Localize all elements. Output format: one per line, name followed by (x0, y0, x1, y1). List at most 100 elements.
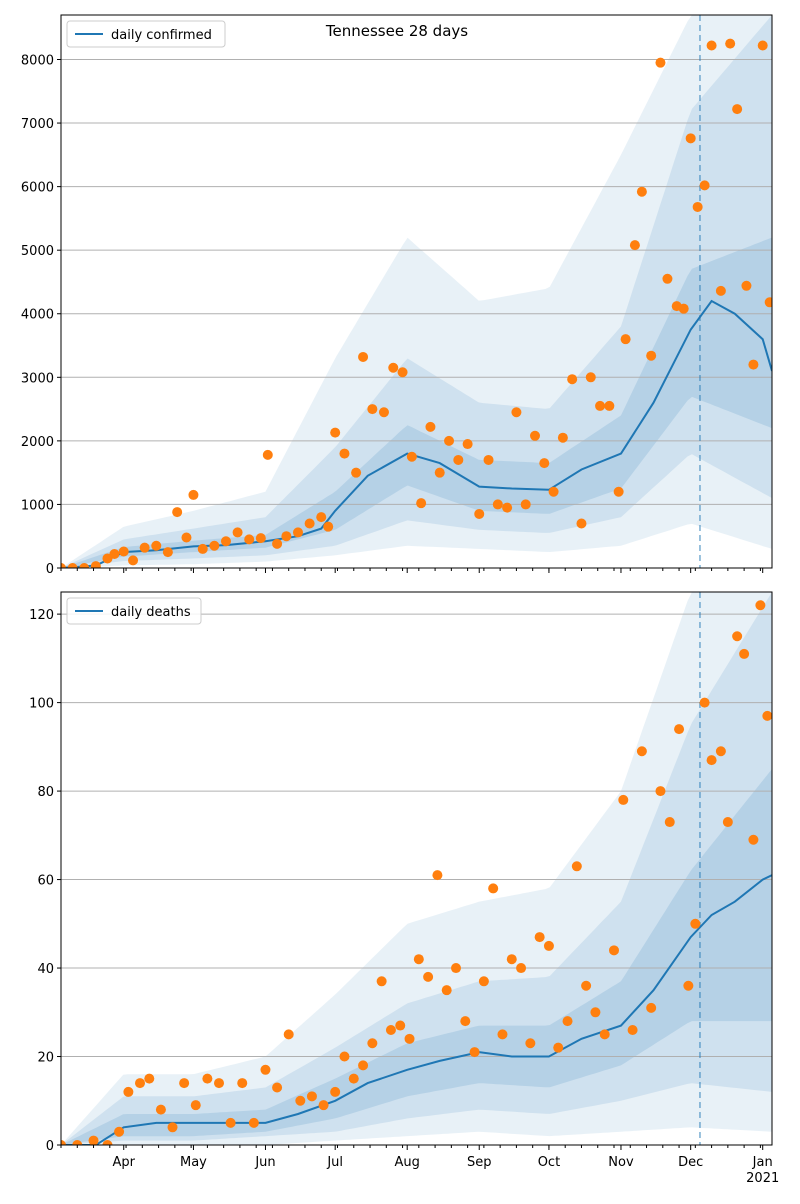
data-point (497, 1029, 508, 1040)
data-point (715, 285, 726, 296)
data-point (585, 372, 596, 383)
y-tick-label: 60 (37, 874, 54, 889)
data-point (248, 1117, 259, 1128)
y-tick-label: 6000 (21, 181, 54, 196)
data-point (699, 697, 710, 708)
axes-frame (60, 14, 773, 569)
y-tick-label: 5000 (21, 244, 54, 259)
data-point (488, 883, 499, 894)
data-point (209, 540, 220, 551)
data-point (237, 1078, 248, 1089)
y-tick-label: 8000 (21, 53, 54, 68)
data-point (281, 531, 292, 542)
data-point (72, 1140, 83, 1145)
data-point (732, 631, 743, 642)
x-tick-label: May (180, 1155, 207, 1170)
data-point (395, 1020, 406, 1031)
data-point (67, 563, 78, 568)
data-point (225, 1117, 236, 1128)
data-point (367, 1038, 378, 1049)
data-point (351, 467, 362, 478)
series-line (61, 299, 772, 568)
y-tick-label: 0 (46, 562, 54, 577)
data-point (423, 971, 434, 982)
data-point (293, 527, 303, 538)
data-point (272, 1082, 283, 1093)
data-point (260, 1064, 271, 1075)
axes-frame (60, 591, 773, 1146)
x-tick-label: Apr (112, 1155, 135, 1170)
confidence-band-middle (61, 592, 772, 1145)
data-point (135, 1078, 145, 1089)
data-point (525, 1038, 536, 1049)
data-point (453, 454, 464, 465)
data-point (88, 1135, 99, 1145)
x-tick-label: Jan (752, 1155, 773, 1170)
data-point (690, 918, 701, 929)
data-point (492, 499, 503, 510)
data-point (553, 1042, 564, 1053)
x-tick-label: Dec (678, 1155, 703, 1170)
data-point (128, 555, 139, 566)
x-tick-label: Oct (538, 1155, 560, 1170)
data-point (741, 280, 752, 291)
data-point (571, 861, 582, 872)
data-point (683, 980, 694, 991)
y-tick-label: 120 (29, 608, 54, 623)
data-point (520, 499, 531, 510)
data-point (181, 532, 192, 543)
data-point (348, 1073, 359, 1084)
data-point (706, 40, 717, 51)
data-point (378, 407, 389, 418)
data-point (764, 297, 772, 308)
y-tick-label: 4000 (21, 308, 54, 323)
data-point (674, 724, 685, 735)
data-point (629, 240, 640, 251)
data-point (220, 536, 231, 547)
x-tick-label: Jul (326, 1155, 343, 1170)
data-point (483, 454, 494, 465)
data-point (576, 518, 587, 529)
data-point (548, 486, 559, 497)
data-point (581, 980, 592, 991)
plot-background (61, 592, 772, 1145)
y-tick-label: 100 (29, 697, 54, 712)
data-point (144, 1073, 155, 1084)
data-point (425, 421, 436, 432)
data-point (434, 467, 445, 478)
legend-box (66, 597, 202, 625)
data-point (406, 451, 417, 462)
data-point (460, 1016, 471, 1027)
data-point (732, 104, 743, 115)
y-tick-label: 20 (37, 1051, 54, 1066)
data-point (478, 976, 489, 987)
data-point (604, 400, 615, 411)
data-point (662, 273, 673, 284)
y-tick-label: 2000 (21, 435, 54, 450)
data-point (474, 508, 485, 519)
data-point (725, 38, 736, 49)
data-point (413, 954, 424, 965)
legend-label: daily confirmed (111, 28, 212, 43)
data-point (557, 432, 568, 443)
data-point (692, 201, 703, 212)
data-point (316, 512, 327, 523)
y-tick-label: 0 (46, 1139, 54, 1154)
data-point (102, 1140, 113, 1145)
data-point (462, 439, 473, 450)
data-point (61, 563, 66, 568)
data-point (283, 1029, 294, 1040)
data-point (188, 489, 199, 500)
legend-label: daily deaths (111, 605, 191, 620)
data-point (678, 303, 689, 314)
plot-background (61, 15, 772, 568)
deaths-chart-panel: 0 20 40 60 80 100 120 Apr May Jun Jul Aug Sep Oct Nov D… (29, 591, 779, 1186)
data-point (139, 542, 150, 553)
data-point (613, 486, 624, 497)
data-point (262, 449, 273, 460)
data-point (255, 533, 266, 544)
data-point (123, 1086, 134, 1097)
data-point (539, 458, 550, 469)
legend-box (66, 20, 226, 48)
